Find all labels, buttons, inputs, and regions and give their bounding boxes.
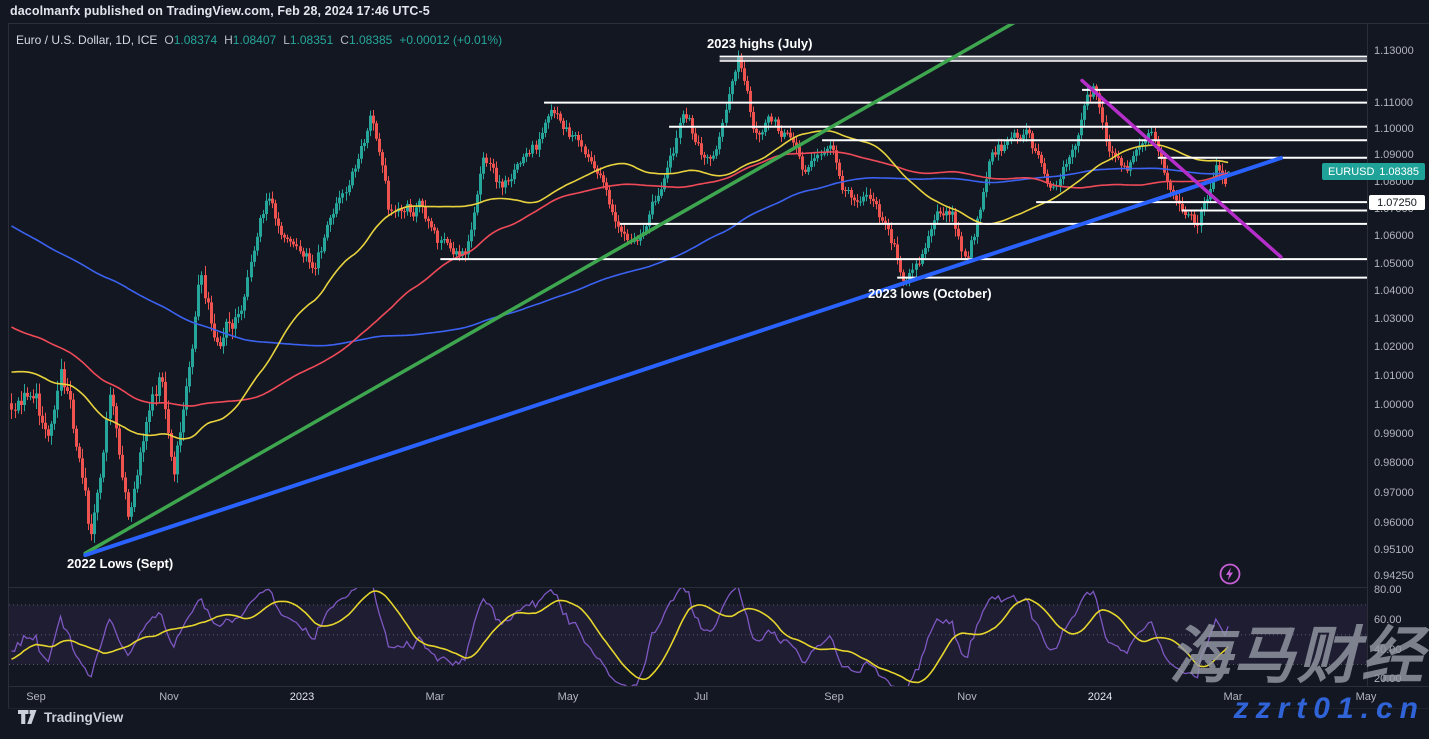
price-tick-0.97000: 0.97000: [1374, 487, 1414, 499]
resistance-zone[interactable]: [719, 56, 1367, 61]
time-tick-2024: 2024: [1087, 691, 1113, 703]
symbol-title[interactable]: Euro / U.S. Dollar, 1D, ICE: [16, 33, 158, 47]
rsi-tick-60.00: 60.00: [1374, 614, 1402, 626]
badge-symbol: EURUSD: [1328, 165, 1375, 178]
steep-uptrend-from-2022-lows[interactable]: [83, 19, 1020, 556]
long-uptrend-from-2022-lows[interactable]: [83, 155, 1283, 558]
up-candle-bodies: [17, 56, 1230, 535]
time-tick-Mar: Mar: [1223, 691, 1243, 703]
time-tick-Nov: Nov: [957, 691, 977, 703]
publish-info: dacolmanfx published on TradingView.com,…: [10, 4, 430, 20]
widget-top-border: [8, 23, 1429, 24]
price-tick-1.13000: 1.13000: [1374, 45, 1414, 57]
widget-bottom-border: [8, 708, 1429, 709]
price-tick-0.99000: 0.99000: [1374, 428, 1414, 440]
rsi-line[interactable]: [11, 578, 1229, 695]
time-tick-Jul: Jul: [693, 691, 709, 703]
time-tick-Sep: Sep: [26, 691, 46, 703]
sma-50-line[interactable]: [11, 130, 1229, 440]
ohlc-open: O1.08374: [164, 33, 218, 47]
down-candle-bodies: [10, 56, 1227, 535]
rsi-signal-line[interactable]: [11, 590, 1229, 684]
main-pane[interactable]: [10, 19, 1367, 558]
price-tick-0.95100: 0.95100: [1374, 544, 1414, 556]
current-price-badge: EURUSD 1.08385: [1322, 163, 1425, 180]
price-tick-0.94250: 0.94250: [1374, 570, 1414, 582]
ohlc-low: L1.08351: [283, 33, 334, 47]
change-value: +0.00012 (+0.01%): [399, 33, 503, 47]
annotation-lows-2022[interactable]: 2022 Lows (Sept): [67, 556, 174, 571]
sma-200-line[interactable]: [11, 167, 1229, 347]
badge-price: 1.08385: [1379, 165, 1419, 178]
brand-name: TradingView: [44, 710, 124, 725]
rsi-tick-80.00: 80.00: [1374, 584, 1402, 596]
annotation-highs-2023[interactable]: 2023 highs (July): [707, 36, 813, 51]
ohlc-close: C1.08385: [340, 33, 393, 47]
level-price-label: 1.07250: [1369, 195, 1425, 210]
price-tick-1.03000: 1.03000: [1374, 313, 1414, 325]
rsi-pane[interactable]: [9, 578, 1367, 695]
widget-left-border: [8, 23, 9, 708]
time-axis-border: [8, 686, 1429, 687]
rsi-band: [9, 604, 1367, 665]
downtrend-from-dec-2023-high[interactable]: [1080, 78, 1283, 259]
price-tick-1.11000: 1.11000: [1374, 97, 1413, 109]
time-tick-May: May: [1355, 691, 1377, 703]
pane-separator[interactable]: [9, 587, 1367, 588]
price-axis-border[interactable]: [1367, 23, 1368, 686]
symbol-legend[interactable]: Euro / U.S. Dollar, 1D, ICE O1.08374 H1.…: [16, 33, 502, 47]
annotation-lows-2023[interactable]: 2023 lows (October): [868, 286, 992, 301]
price-tick-1.06000: 1.06000: [1374, 230, 1414, 242]
price-tick-1.09000: 1.09000: [1374, 149, 1414, 161]
time-tick-Nov: Nov: [159, 691, 179, 703]
tradingview-logo-icon: [18, 710, 37, 724]
lightning-icon: [1219, 563, 1241, 585]
price-tick-0.96000: 0.96000: [1374, 517, 1414, 529]
boost-button[interactable]: [1218, 562, 1242, 586]
time-tick-Sep: Sep: [824, 691, 844, 703]
sma-100-line[interactable]: [11, 151, 1229, 407]
time-tick-2023: 2023: [289, 691, 315, 703]
price-tick-1.10000: 1.10000: [1374, 123, 1414, 135]
price-tick-1.04000: 1.04000: [1374, 285, 1414, 297]
time-tick-May: May: [557, 691, 579, 703]
rsi-tick-40.00: 40.00: [1374, 644, 1402, 656]
price-tick-0.98000: 0.98000: [1374, 457, 1414, 469]
footer-brand[interactable]: TradingView: [18, 710, 123, 725]
price-tick-1.02000: 1.02000: [1374, 341, 1414, 353]
price-tick-1.05000: 1.05000: [1374, 258, 1414, 270]
time-tick-Mar: Mar: [425, 691, 445, 703]
ohlc-high: H1.08407: [224, 33, 277, 47]
price-tick-1.00000: 1.00000: [1374, 399, 1414, 411]
publish-text: dacolmanfx published on TradingView.com,…: [10, 4, 430, 18]
price-tick-1.01000: 1.01000: [1374, 370, 1414, 382]
rsi-tick-20.00: 20.00: [1374, 673, 1402, 685]
